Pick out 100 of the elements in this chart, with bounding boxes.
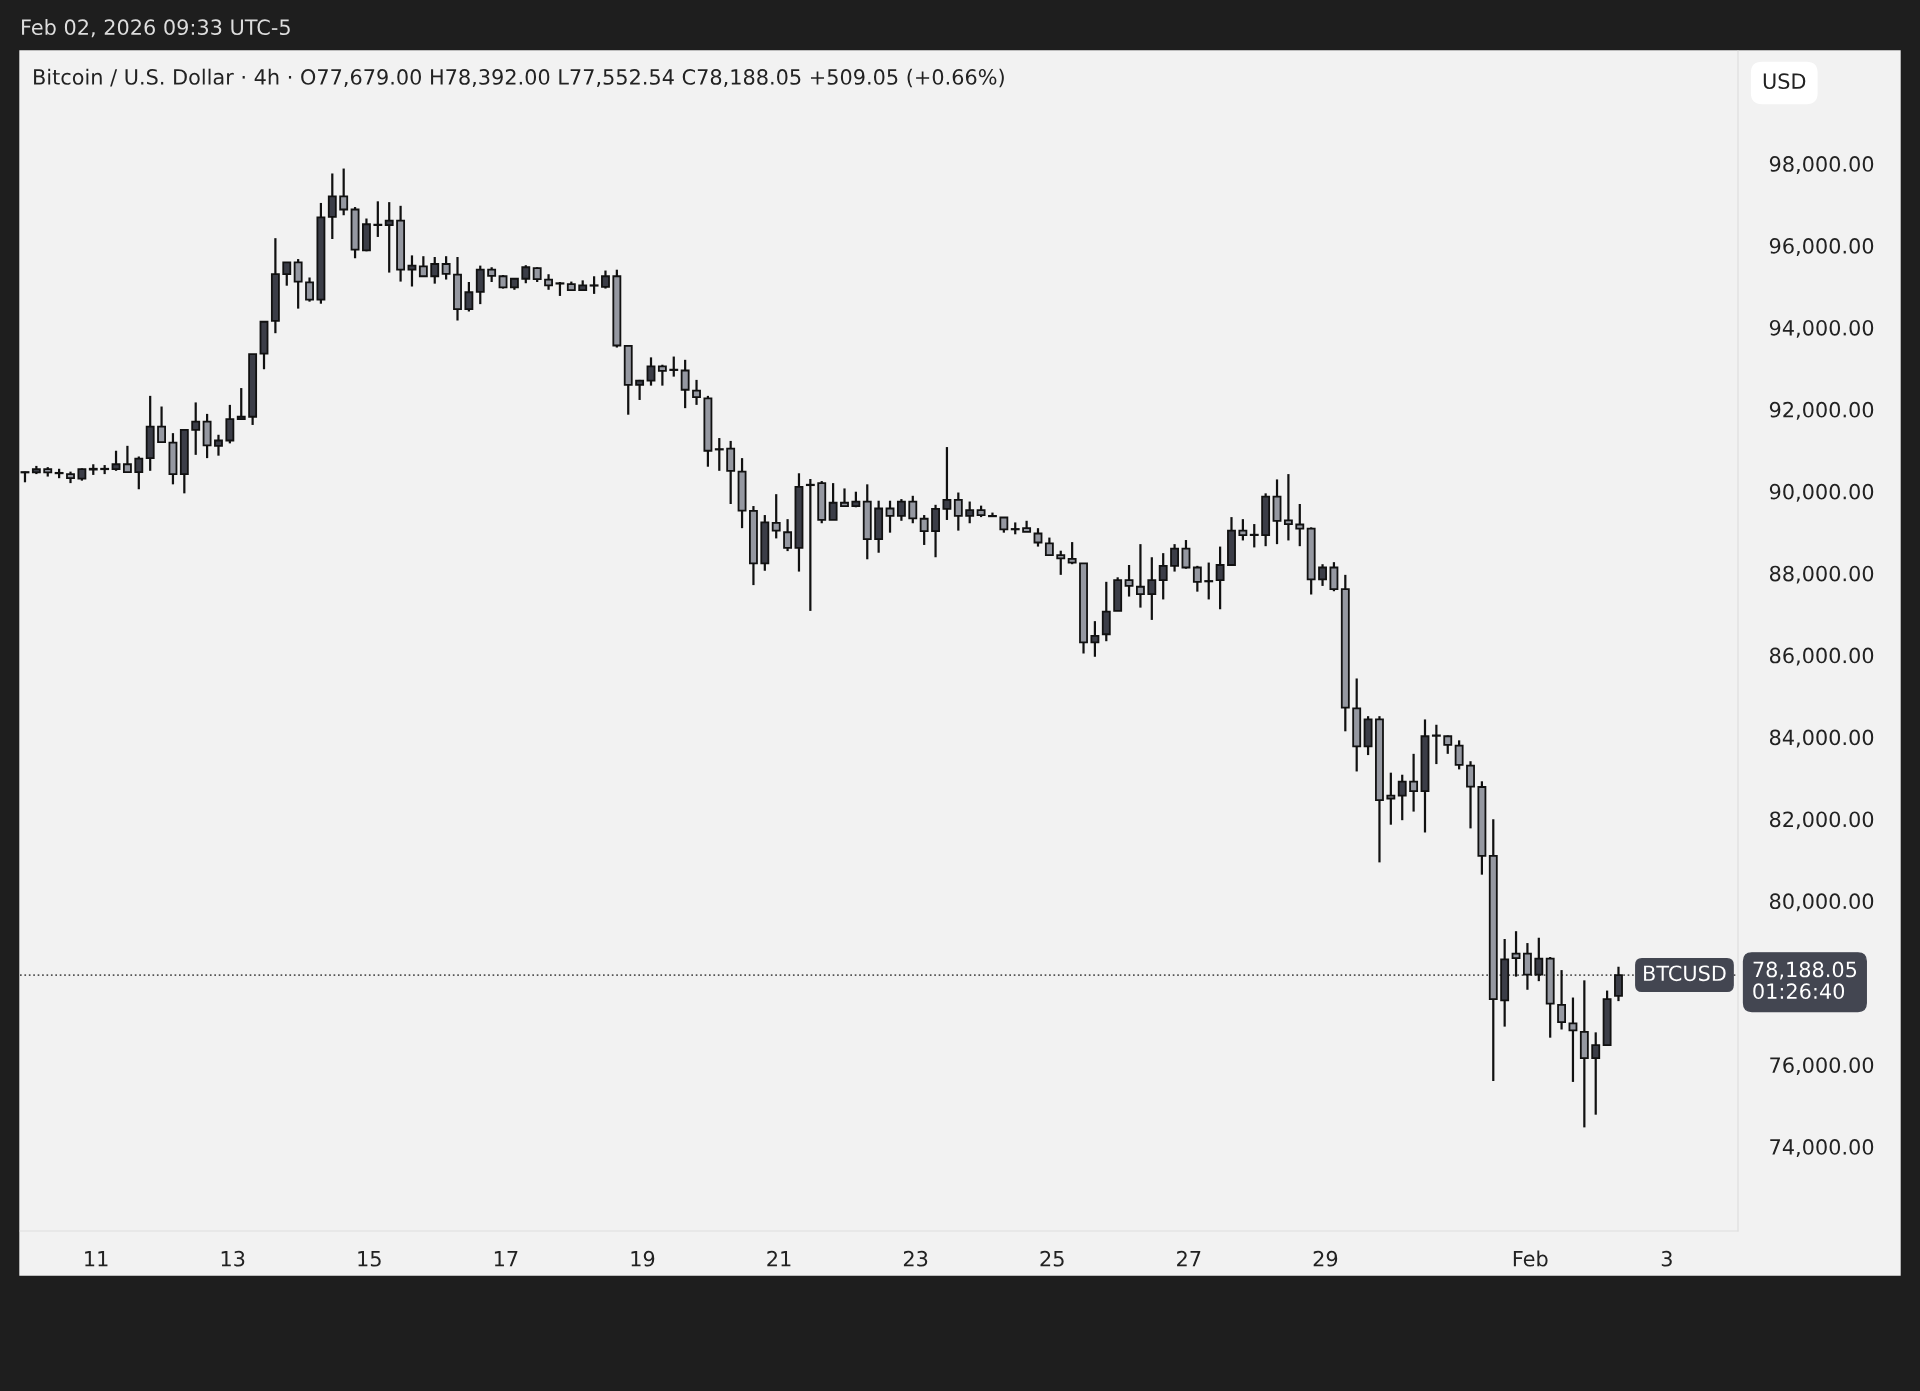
candlestick bbox=[896, 497, 906, 522]
candlestick bbox=[236, 386, 246, 421]
candlestick bbox=[1147, 556, 1157, 622]
candlestick bbox=[339, 167, 349, 217]
candlestick bbox=[1090, 620, 1100, 658]
candlestick bbox=[157, 405, 166, 444]
x-tick-label: 25 bbox=[1040, 1250, 1064, 1267]
candlestick bbox=[1295, 502, 1305, 548]
candlestick bbox=[521, 264, 531, 285]
y-axis-title: USD bbox=[1763, 73, 1806, 90]
candlestick bbox=[1136, 543, 1145, 609]
candlestick bbox=[384, 201, 394, 274]
x-tick-label: Feb bbox=[1513, 1250, 1548, 1267]
x-tick-label: 27 bbox=[1177, 1250, 1201, 1267]
candlestick bbox=[1568, 996, 1578, 1084]
candlestick bbox=[282, 261, 292, 287]
candlestick bbox=[919, 513, 929, 547]
y-tick-label: 86,000.00 bbox=[1769, 647, 1874, 666]
candlestick bbox=[1466, 760, 1475, 830]
candlestick bbox=[726, 439, 736, 506]
x-tick-label: 15 bbox=[358, 1251, 381, 1267]
candlestick bbox=[327, 172, 337, 241]
candlestick bbox=[1397, 773, 1407, 822]
candlestick bbox=[373, 200, 383, 239]
candlestick bbox=[771, 493, 781, 540]
candlestick bbox=[293, 257, 303, 310]
candlestick bbox=[669, 355, 679, 378]
candlestick bbox=[1158, 552, 1168, 601]
y-tick-label: 74,000.00 bbox=[1770, 1139, 1874, 1157]
candlestick bbox=[1192, 564, 1202, 593]
y-tick-label: 76,000.00 bbox=[1770, 1057, 1874, 1076]
candlestick bbox=[1534, 936, 1544, 983]
candlestick bbox=[191, 401, 201, 456]
text: 01:26:40 bbox=[1753, 983, 1845, 1000]
candlestick bbox=[783, 518, 793, 553]
candlestick bbox=[214, 433, 223, 457]
candlestick bbox=[1591, 1031, 1601, 1116]
y-tick-label: 90,000.00 bbox=[1769, 483, 1874, 502]
x-tick-label: 17 bbox=[494, 1251, 518, 1267]
candlestick bbox=[1557, 968, 1567, 1031]
candlestick bbox=[430, 255, 440, 285]
candlestick bbox=[1511, 930, 1521, 978]
y-tick-label: 98,000.00 bbox=[1769, 156, 1874, 174]
candlestick bbox=[407, 254, 417, 288]
candlestick bbox=[202, 412, 212, 460]
x-tick-label: 29 bbox=[1313, 1250, 1338, 1267]
y-tick-label: 96,000.00 bbox=[1769, 238, 1874, 256]
candlestick bbox=[1124, 563, 1134, 598]
candlestick bbox=[134, 455, 144, 491]
candlestick bbox=[965, 500, 975, 525]
candlestick bbox=[828, 482, 838, 522]
candlestick bbox=[942, 445, 952, 522]
candlestick bbox=[464, 280, 474, 313]
x-tick-label: 19 bbox=[631, 1250, 655, 1267]
candlestick bbox=[1238, 518, 1248, 542]
y-tick-label: 92,000.00 bbox=[1769, 401, 1874, 420]
candlestick bbox=[953, 491, 963, 532]
x-tick-label: 11 bbox=[85, 1251, 108, 1267]
candlestick bbox=[475, 264, 485, 306]
y-tick-label: 82,000.00 bbox=[1769, 811, 1874, 830]
candlestick bbox=[1522, 941, 1532, 991]
x-tick-label: 3 bbox=[1661, 1250, 1672, 1267]
y-tick-label: 80,000.00 bbox=[1769, 893, 1874, 912]
candlestick bbox=[441, 255, 451, 281]
candlestick bbox=[680, 358, 690, 410]
candlestick bbox=[1614, 965, 1623, 1003]
candlestick bbox=[1215, 545, 1225, 611]
candlestick bbox=[601, 269, 610, 290]
x-tick-label: 23 bbox=[903, 1250, 928, 1267]
candlestick bbox=[840, 487, 849, 508]
candlestick bbox=[1329, 561, 1339, 593]
candlestick bbox=[305, 276, 314, 303]
candlestick bbox=[1386, 771, 1396, 826]
candlestick bbox=[885, 499, 895, 534]
candlestick bbox=[1056, 549, 1066, 576]
y-tick-label: 94,000.00 bbox=[1769, 319, 1874, 338]
candlestick bbox=[908, 494, 918, 525]
text: 78,188.05 bbox=[1753, 961, 1857, 980]
y-tick-label: 84,000.00 bbox=[1769, 729, 1874, 748]
candlestick bbox=[1443, 734, 1453, 755]
candlestick bbox=[1283, 472, 1293, 542]
candlestick bbox=[418, 255, 428, 278]
candlestick bbox=[692, 378, 701, 406]
candlestick bbox=[1431, 723, 1441, 766]
candlestick bbox=[1101, 580, 1111, 643]
candlestick bbox=[122, 444, 132, 474]
x-tick-label: 13 bbox=[221, 1250, 245, 1267]
candlestick bbox=[714, 436, 724, 472]
x-tick-label: 21 bbox=[767, 1250, 791, 1267]
candlestick bbox=[1454, 739, 1464, 771]
text: Bitcoin / U.S. Dollar · 4h · O77,679.00 H78,392.00 L77,552.54 C78,188.05 +509.05 (+0.66%) bbox=[34, 68, 1004, 88]
chart-subtitle: Feb 02, 2026 09:33 UTC-5 bbox=[22, 18, 290, 38]
candlestick bbox=[805, 477, 815, 613]
y-tick-label: 88,000.00 bbox=[1769, 565, 1874, 584]
candlestick bbox=[646, 356, 656, 387]
ref-line-label: BTCUSD bbox=[1644, 965, 1726, 982]
candlestick bbox=[1067, 540, 1077, 566]
candlestick bbox=[931, 503, 940, 559]
candlestick bbox=[1409, 752, 1419, 813]
candlestick bbox=[1204, 561, 1214, 601]
